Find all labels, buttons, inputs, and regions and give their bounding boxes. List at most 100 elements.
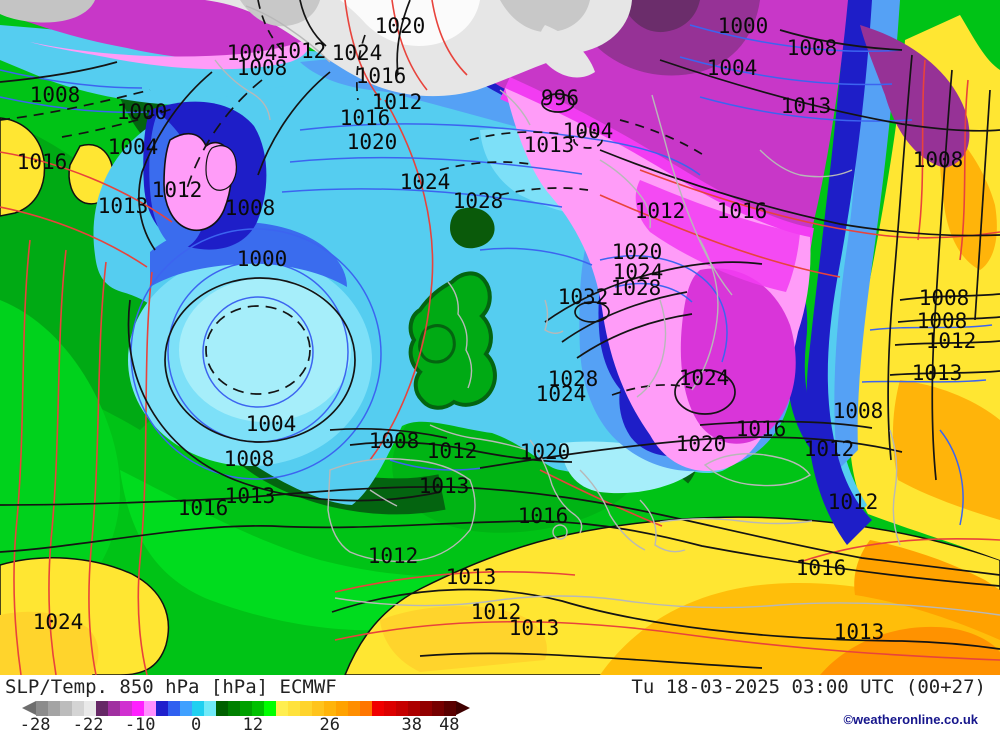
scale-segment — [360, 701, 372, 716]
isobar-label: 1012 — [471, 600, 522, 624]
scale-tick: 38 — [401, 715, 422, 735]
isobar-label: 1013 — [509, 616, 560, 640]
isobar-label: 1013 — [834, 620, 885, 644]
scale-segment — [408, 701, 420, 716]
isobar-label: 1012 — [372, 90, 423, 114]
isobar-label: 1004 — [563, 119, 614, 143]
coastlines — [214, 5, 1000, 616]
scale-segment — [180, 701, 192, 716]
forecast-datetime: Tu 18-03-2025 03:00 UTC (00+27) — [631, 676, 986, 698]
scale-tick: 12 — [242, 715, 264, 735]
isobar-label: 1008 — [224, 447, 275, 471]
isobar-label: 1024 — [400, 170, 451, 194]
scale-arrow-right-icon — [456, 701, 470, 715]
isobar-label: 1016 — [736, 417, 787, 441]
isobar-label: 1012 — [152, 178, 203, 202]
scale-tick: 48 — [439, 715, 460, 735]
scale-segment — [384, 701, 396, 716]
isobar-label: 1013 — [446, 565, 497, 589]
map-title: SLP/Temp. 850 hPa [hPa] ECMWF — [5, 676, 337, 698]
scale-segment — [324, 701, 336, 716]
isobar-label: 1012 — [635, 199, 686, 223]
isobars-black — [0, 0, 1000, 669]
isobar-label: 1008 — [917, 309, 968, 333]
isobar-label: 1012 — [427, 439, 478, 463]
isobar-label: 1008 — [30, 83, 81, 107]
isobar-label: 1024 — [613, 260, 664, 284]
scale-tick: 26 — [319, 715, 340, 735]
scale-segment — [204, 701, 216, 716]
isobar-label: 1008 — [787, 36, 838, 60]
scale-segment — [276, 701, 288, 716]
isobar-label: 1012 — [804, 437, 855, 461]
isobar-label: 1020 — [612, 240, 663, 264]
scale-arrow-left-icon — [22, 701, 36, 715]
isobar-label: 1004 — [707, 56, 758, 80]
scale-tick: -28 — [19, 715, 51, 735]
scale-segment — [252, 701, 264, 716]
isobar-label: 1000 — [117, 100, 168, 124]
scale-segment — [192, 701, 204, 716]
isobar-label: 1008 — [833, 399, 884, 423]
isobar-label: 1016 — [178, 496, 229, 520]
scale-tick: 0 — [190, 715, 202, 735]
isobar-label: 1024 — [679, 366, 730, 390]
copyright-link[interactable]: ©weatheronline.co.uk — [843, 712, 978, 727]
isobar-label: 1004 — [246, 412, 297, 436]
scale-segment — [96, 701, 108, 716]
scale-segment — [396, 701, 408, 716]
isobar-label: 1008 — [919, 286, 970, 310]
isobar-label: 1028 — [548, 367, 599, 391]
isobar-label: 1016 — [17, 150, 68, 174]
isobar-label: 1020 — [676, 432, 727, 456]
scale-segment — [336, 701, 348, 716]
isobar-label: 1008 — [369, 429, 420, 453]
isobar-label: 1008 — [913, 148, 964, 172]
scale-segment — [72, 701, 84, 716]
color-scale — [22, 701, 470, 716]
isobar-label: 1013 — [225, 484, 276, 508]
isobar-label: 1013 — [781, 94, 832, 118]
scale-segment — [444, 701, 456, 716]
scale-segment — [216, 701, 228, 716]
isobar-label: 1024 — [536, 382, 587, 406]
scale-segment — [372, 701, 384, 716]
isobar-label: 1000 — [237, 247, 288, 271]
scale-segment — [240, 701, 252, 716]
scale-segment — [168, 701, 180, 716]
isobar-label: 1013 — [912, 361, 963, 385]
isobar-label: 1008 — [237, 56, 288, 80]
isobar-label: 1024 — [33, 610, 84, 634]
scale-segment — [108, 701, 120, 716]
scale-segment — [432, 701, 444, 716]
isobar-label: 1016 — [518, 504, 569, 528]
scale-tick: -10 — [124, 715, 156, 735]
isobar-label: 1008 — [225, 196, 276, 220]
scale-ticks: -28 -22 -10 0 12 26 38 48 — [20, 715, 460, 735]
contours-blue — [0, 24, 993, 526]
isobar-label: 1013 — [419, 474, 470, 498]
isobar-label: 996 — [541, 86, 579, 110]
scale-segment — [228, 701, 240, 716]
isobar-label: 1016 — [356, 64, 407, 88]
weather-map: 1008 1000 1004 1016 1012 1013 1008 1004 1012 1024… — [0, 0, 1000, 675]
isobar-label: 1012 — [926, 329, 977, 353]
isobar-label: 1032 — [558, 285, 609, 309]
isobar-label: 1004 — [108, 135, 159, 159]
temperature-shading — [0, 0, 1000, 675]
isobar-label: 1013 — [98, 194, 149, 218]
isobar-label: 1020 — [520, 440, 571, 464]
isobar-label: 1024 — [332, 41, 383, 65]
isobar-label: 1016 — [340, 106, 391, 130]
scale-segment — [84, 701, 96, 716]
isotherms-red — [0, 0, 1000, 675]
isobar-label: 1004 — [227, 41, 278, 65]
scale-segment — [120, 701, 132, 716]
scale-segment — [144, 701, 156, 716]
isobar-label: 1016 — [717, 199, 768, 223]
isobar-label: 1028 — [611, 276, 662, 300]
scale-segment — [312, 701, 324, 716]
scale-tick: -22 — [72, 715, 104, 735]
isobar-label: 1012 — [828, 490, 879, 514]
